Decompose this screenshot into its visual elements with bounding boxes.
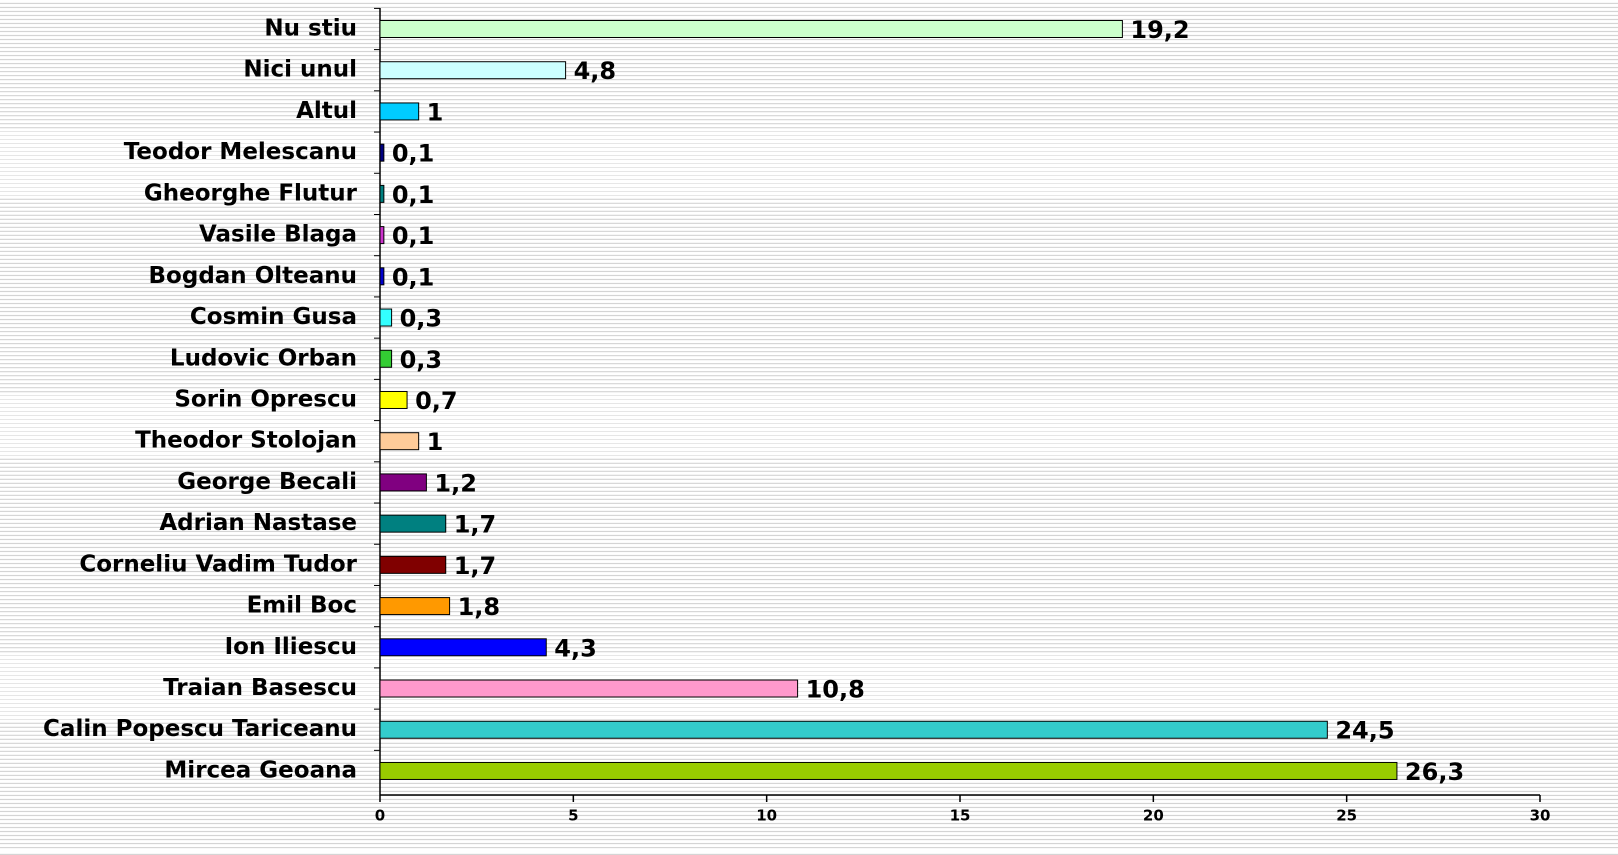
value-label: 19,2 xyxy=(1130,16,1189,44)
y-tick-label: Adrian Nastase xyxy=(159,510,357,536)
y-tick-label: Traian Basescu xyxy=(163,675,357,701)
bar xyxy=(379,184,385,203)
bar xyxy=(379,61,567,80)
value-label: 4,8 xyxy=(574,57,617,85)
y-tick-label: Nu stiu xyxy=(264,16,357,42)
y-tick-label: Vasile Blaga xyxy=(199,222,357,248)
bar xyxy=(379,720,1328,739)
value-label: 1 xyxy=(427,428,444,456)
bar xyxy=(379,432,420,451)
value-label: 26,3 xyxy=(1405,758,1464,786)
x-tick-label: 20 xyxy=(1143,807,1164,825)
bar xyxy=(379,349,393,368)
y-tick-label: Gheorghe Flutur xyxy=(144,180,358,206)
x-tick-label: 15 xyxy=(950,807,971,825)
x-tick-label: 30 xyxy=(1530,807,1551,825)
value-label: 1,8 xyxy=(458,593,501,621)
value-label: 24,5 xyxy=(1335,717,1394,745)
y-tick-label: Bogdan Olteanu xyxy=(149,263,357,289)
bar xyxy=(379,555,447,574)
bar xyxy=(379,679,799,698)
y-tick-label: Altul xyxy=(296,98,357,124)
value-label: 1,7 xyxy=(454,552,497,580)
value-label: 0,1 xyxy=(392,140,435,168)
y-tick-label: George Becali xyxy=(177,469,357,495)
y-tick-label: Mircea Geoana xyxy=(164,757,357,783)
value-label: 1,2 xyxy=(434,469,477,497)
value-label: 1,7 xyxy=(454,511,497,539)
value-label: 0,3 xyxy=(400,346,443,374)
bar xyxy=(379,514,447,533)
y-tick-label: Teodor Melescanu xyxy=(124,139,357,165)
bar xyxy=(379,267,385,286)
value-label: 4,3 xyxy=(554,634,597,662)
bar xyxy=(379,143,385,162)
x-tick-label: 0 xyxy=(375,807,385,825)
y-tick-label: Cosmin Gusa xyxy=(190,304,357,330)
y-tick-label: Calin Popescu Tariceanu xyxy=(43,716,357,742)
bar xyxy=(379,761,1398,780)
y-tick-label: Ludovic Orban xyxy=(170,345,357,371)
bar xyxy=(379,20,1123,38)
y-tick-label: Sorin Oprescu xyxy=(174,386,357,412)
bar xyxy=(379,638,547,657)
value-label: 0,3 xyxy=(400,305,443,333)
y-tick-label: Emil Boc xyxy=(247,593,357,619)
value-label: 0,1 xyxy=(392,222,435,250)
value-label: 0,1 xyxy=(392,263,435,291)
y-tick-label: Corneliu Vadim Tudor xyxy=(79,551,357,577)
y-tick-label: Ion Iliescu xyxy=(225,634,357,660)
bar xyxy=(379,102,420,121)
value-label: 1 xyxy=(427,98,444,126)
x-tick-label: 10 xyxy=(756,807,777,825)
x-tick-label: 25 xyxy=(1336,807,1357,825)
bar xyxy=(379,308,393,327)
value-label: 0,7 xyxy=(415,387,458,415)
y-tick-label: Nici unul xyxy=(243,57,357,83)
x-tick-label: 5 xyxy=(568,807,578,825)
bar xyxy=(379,597,451,616)
value-label: 0,1 xyxy=(392,181,435,209)
y-tick-label: Theodor Stolojan xyxy=(135,428,357,454)
bar xyxy=(379,473,427,492)
value-label: 10,8 xyxy=(806,676,865,704)
bar xyxy=(379,390,408,409)
bar xyxy=(379,226,385,245)
